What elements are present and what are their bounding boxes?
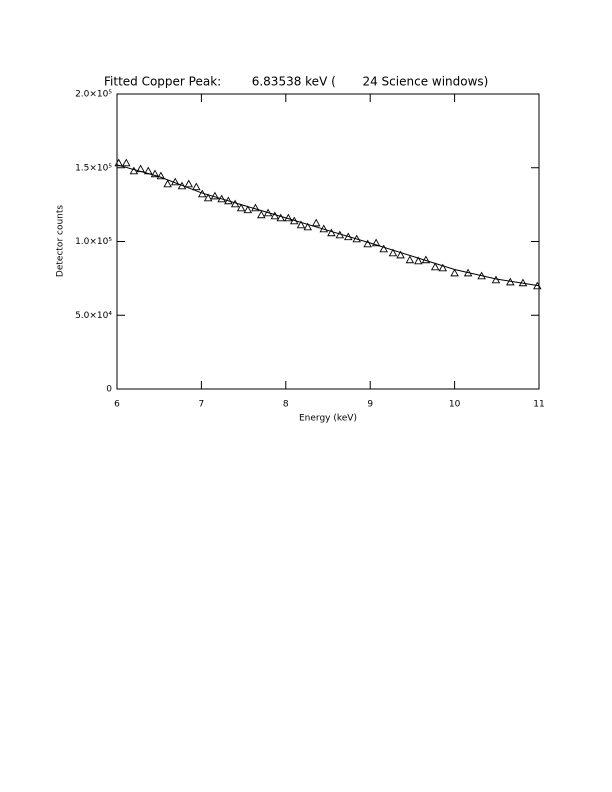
- data-point: [379, 244, 388, 253]
- data-point: [450, 268, 459, 277]
- data-point: [122, 158, 131, 167]
- data-point: [251, 203, 260, 212]
- data-point: [236, 203, 246, 212]
- y-tick-label: 0: [106, 385, 112, 395]
- data-point: [388, 248, 398, 257]
- y-tick-label: 1.5×10⁵: [75, 163, 112, 173]
- data-point: [405, 255, 415, 264]
- data-point: [396, 250, 405, 259]
- data-point: [363, 239, 372, 248]
- data-point: [114, 158, 123, 167]
- chart-title: Fitted Copper Peak: 6.83538 keV ( 24 Sci…: [104, 75, 488, 89]
- y-tick-label: 5.0×10⁴: [75, 311, 112, 321]
- x-axis-title: Energy (keV): [299, 414, 357, 424]
- data-point: [243, 205, 253, 214]
- data-point: [163, 179, 172, 188]
- data-point: [257, 210, 266, 219]
- x-tick-label: 10: [449, 400, 461, 410]
- data-point: [371, 238, 381, 247]
- x-tick-label: 9: [367, 400, 373, 410]
- y-axis-title: Detector counts: [56, 205, 66, 277]
- data-point: [184, 179, 194, 188]
- x-tick-label: 7: [199, 400, 205, 410]
- data-point: [311, 218, 321, 227]
- x-tick-label: 11: [533, 400, 544, 410]
- data-point: [414, 256, 423, 265]
- data-point: [296, 220, 306, 229]
- data-point: [276, 213, 286, 222]
- data-point: [438, 263, 448, 272]
- y-tick-label: 2.0×10⁵: [75, 90, 112, 100]
- data-point: [129, 166, 139, 175]
- data-point: [210, 191, 220, 200]
- data-point: [156, 171, 166, 180]
- data-point: [430, 262, 440, 271]
- x-tick-label: 8: [283, 400, 289, 410]
- data-point: [303, 222, 313, 231]
- fit-line: [116, 164, 540, 287]
- data-point: [203, 193, 213, 202]
- data-point: [327, 228, 336, 237]
- y-tick-label: 1.0×10⁵: [75, 237, 112, 247]
- x-tick-label: 6: [114, 400, 120, 410]
- data-point: [192, 182, 201, 191]
- data-point: [150, 169, 160, 178]
